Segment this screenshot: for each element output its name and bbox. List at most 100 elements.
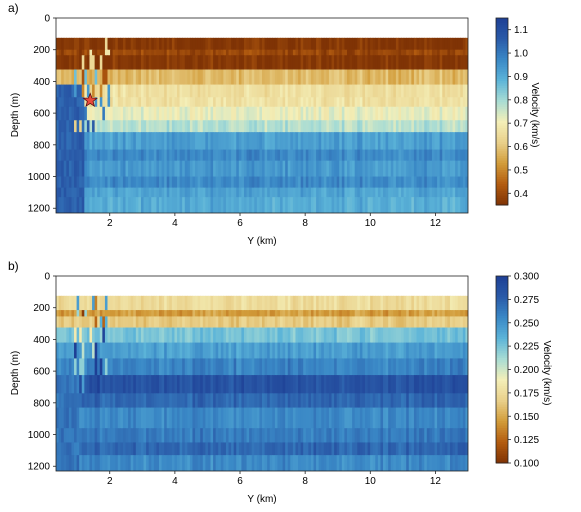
heatmap-cell [197, 132, 201, 150]
heatmap-cell [197, 120, 201, 133]
heatmap-cell [457, 295, 461, 311]
colorbar-segment [496, 444, 508, 448]
heatmap-cell [215, 310, 219, 317]
heatmap-cell [375, 132, 379, 150]
heatmap-cell [318, 176, 322, 189]
heatmap-cell [174, 176, 178, 189]
heatmap-cell [202, 187, 206, 198]
heatmap-cell [282, 97, 286, 108]
heatmap-cell [130, 197, 134, 213]
heatmap-cell [215, 55, 219, 70]
heatmap-cell [336, 120, 340, 133]
heatmap-cell [328, 310, 333, 317]
heatmap-cell [169, 160, 173, 177]
heatmap-cell [413, 84, 418, 98]
heatmap-cell [447, 310, 451, 317]
heatmap-cell [86, 327, 91, 343]
heatmap-cell [107, 393, 111, 408]
heatmap-cell [370, 187, 374, 198]
heatmap-cell [344, 37, 348, 51]
heatmap-cell [346, 442, 351, 456]
heatmap-cell [272, 84, 276, 98]
heatmap-cell [182, 176, 186, 189]
heatmap-cell [287, 120, 291, 133]
heatmap-cell [94, 187, 98, 198]
heatmap-cell [68, 342, 73, 359]
heatmap-cell [102, 132, 106, 150]
heatmap-cell [231, 342, 235, 359]
heatmap-cell [406, 149, 410, 162]
heatmap-cell [308, 187, 312, 198]
heatmap-cell [205, 342, 209, 359]
heatmap-cell [179, 428, 183, 443]
heatmap-cell [385, 106, 389, 121]
heatmap-cell [146, 455, 150, 471]
heatmap-cell [84, 176, 88, 189]
heatmap-cell [89, 49, 93, 56]
heatmap-cell [447, 97, 451, 108]
heatmap-cell [385, 442, 389, 456]
heatmap-cell [429, 197, 433, 213]
heatmap-cell [200, 375, 204, 394]
heatmap-cell [179, 316, 183, 328]
heatmap-cell [205, 197, 209, 213]
heatmap-cell [295, 455, 299, 471]
heatmap-cell [259, 84, 263, 98]
heatmap-cell [86, 132, 91, 150]
heatmap-cell [308, 316, 312, 328]
heatmap-cell [117, 106, 121, 121]
heatmap-cell [130, 120, 134, 133]
heatmap-cell [419, 120, 423, 133]
heatmap-cell [184, 197, 188, 213]
heatmap-cell [210, 342, 214, 359]
heatmap-cell [349, 176, 353, 189]
heatmap-cell [403, 442, 407, 456]
heatmap-cell [406, 295, 410, 311]
heatmap-cell [166, 69, 170, 85]
heatmap-cell [357, 327, 361, 343]
heatmap-cell [213, 106, 217, 121]
heatmap-cell [249, 49, 253, 56]
heatmap-cell [269, 455, 273, 471]
heatmap-cell [223, 310, 227, 317]
heatmap-cell [429, 106, 433, 121]
heatmap-cell [86, 187, 91, 198]
heatmap-cell [370, 149, 374, 162]
heatmap-cell [462, 407, 467, 429]
heatmap-cell [393, 316, 397, 328]
heatmap-cell [202, 358, 206, 376]
heatmap-cell [429, 49, 433, 56]
heatmap-cell [189, 393, 194, 408]
heatmap-cell [187, 132, 191, 150]
heatmap-cell [213, 393, 217, 408]
heatmap-cell [424, 358, 428, 376]
heatmap-cell [254, 69, 258, 85]
heatmap-cell [228, 160, 232, 177]
heatmap-cell [202, 393, 206, 408]
heatmap-cell [434, 97, 438, 108]
heatmap-cell [316, 358, 320, 376]
heatmap-cell [138, 407, 142, 429]
heatmap-cell [110, 106, 114, 121]
heatmap-cell [323, 149, 327, 162]
heatmap-cell [367, 310, 371, 317]
heatmap-cell [362, 327, 366, 343]
heatmap-cell [352, 428, 356, 443]
x-axis-label-b: Y (km) [247, 494, 276, 505]
heatmap-cell [370, 295, 374, 311]
heatmap-cell [316, 407, 320, 429]
heatmap-cell [316, 160, 320, 177]
heatmap-cell [359, 316, 364, 328]
heatmap-cell [292, 393, 297, 408]
heatmap-cell [220, 55, 224, 70]
heatmap-cell [385, 84, 389, 98]
heatmap-cell [411, 197, 415, 213]
heatmap-cell [341, 37, 345, 51]
heatmap-cell [372, 358, 376, 376]
heatmap-cell [326, 428, 330, 443]
heatmap-cell [177, 375, 181, 394]
heatmap-cell [424, 55, 428, 70]
heatmap-cell [177, 407, 181, 429]
heatmap-cell [63, 442, 67, 456]
